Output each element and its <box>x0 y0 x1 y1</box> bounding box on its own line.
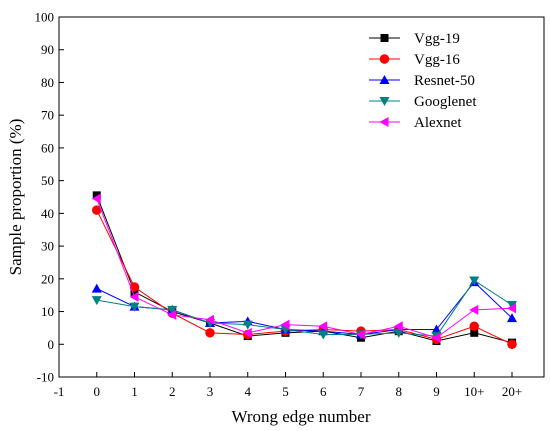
y-tick-label: 30 <box>41 239 54 254</box>
y-tick-label: 20 <box>41 271 54 286</box>
data-point-vgg-16 <box>507 339 517 350</box>
y-axis-title: Sample proportion (%) <box>6 119 25 276</box>
x-axis: -1 0 1 2 3 4 5 6 7 8 9 10+ 20+ <box>54 372 522 399</box>
x-tick-label: 10+ <box>464 384 484 399</box>
data-point-googlenet <box>129 302 140 312</box>
data-point-alexnet <box>431 332 441 343</box>
y-tick-label: 10 <box>41 304 54 319</box>
y-tick-label: -10 <box>37 370 54 385</box>
data-point-vgg-19 <box>92 191 101 200</box>
legend-label: Alexnet <box>414 115 462 131</box>
y-tick-label: 50 <box>41 173 54 188</box>
data-point-resnet-50 <box>91 283 102 293</box>
legend-label: Vgg-16 <box>414 52 460 68</box>
x-tick-label: 5 <box>282 384 289 399</box>
series-line-vgg-19 <box>96 195 513 344</box>
data-point-alexnet <box>167 309 177 320</box>
plot-frame <box>58 16 545 378</box>
data-point-resnet-50 <box>507 313 517 323</box>
data-point-alexnet <box>242 327 252 338</box>
y-tick-label: 40 <box>41 206 54 221</box>
y-tick-label: 100 <box>35 10 55 25</box>
series-line-alexnet <box>96 198 513 339</box>
data-point-alexnet <box>318 321 328 332</box>
legend-marker <box>379 97 390 106</box>
data-point-googlenet <box>167 305 178 315</box>
data-point-alexnet <box>356 329 365 340</box>
data-point-vgg-19 <box>470 328 479 337</box>
x-tick-label: 7 <box>358 384 365 399</box>
data-point-googlenet <box>393 328 404 338</box>
data-point-vgg-19 <box>130 287 139 296</box>
x-tick-label: 20+ <box>502 384 522 399</box>
data-point-alexnet <box>393 321 403 332</box>
x-tick-label: 3 <box>207 384 214 399</box>
data-point-alexnet <box>280 319 290 330</box>
data-point-googlenet <box>242 320 253 330</box>
x-tick-label: 1 <box>131 384 138 399</box>
legend-item-vgg-16: Vgg-16 <box>369 52 460 68</box>
legend-item-resnet-50: Resnet-50 <box>369 73 475 89</box>
legend-marker <box>379 54 390 64</box>
data-point-vgg-16 <box>205 328 215 338</box>
data-point-alexnet <box>205 314 214 325</box>
y-axis: -10 0 10 20 30 40 50 60 70 80 90 100 <box>35 10 64 385</box>
y-tick-label: 90 <box>41 42 54 57</box>
data-point-alexnet <box>507 303 516 314</box>
legend-label: Googlenet <box>414 94 477 110</box>
data-point-googlenet <box>469 276 480 286</box>
data-point-alexnet <box>91 193 101 204</box>
data-point-resnet-50 <box>431 324 442 334</box>
data-point-alexnet <box>129 291 139 302</box>
data-point-vgg-16 <box>469 321 479 332</box>
x-tick-label: 2 <box>169 384 176 399</box>
y-tick-label: 60 <box>41 140 54 155</box>
legend-marker <box>379 75 390 84</box>
series-alexnet <box>91 193 516 343</box>
legend-marker <box>380 34 389 42</box>
data-point-alexnet <box>469 304 479 315</box>
legend-label: Resnet-50 <box>414 73 475 89</box>
x-tick-label: 9 <box>433 384 440 399</box>
y-tick-label: 80 <box>41 75 54 90</box>
x-tick-label: -1 <box>54 384 65 399</box>
legend-item-googlenet: Googlenet <box>369 94 477 110</box>
series-resnet-50 <box>91 277 517 339</box>
series-line-vgg-16 <box>96 209 513 345</box>
x-tick-label: 4 <box>245 384 252 399</box>
y-tick-label: 0 <box>48 337 55 352</box>
legend-item-vgg-19: Vgg-19 <box>369 31 460 47</box>
legend-label: Vgg-19 <box>414 31 460 47</box>
x-tick-label: 0 <box>94 384 101 399</box>
y-tick-label: 70 <box>41 108 54 123</box>
legend-marker <box>379 117 389 127</box>
x-tick-label: 6 <box>320 384 327 399</box>
x-axis-title: Wrong edge number <box>231 407 370 426</box>
legend: Vgg-19 Vgg-16 Resnet-50 Googlenet Alexnet <box>369 31 477 131</box>
series-line-googlenet <box>96 279 513 337</box>
data-point-googlenet <box>91 296 102 306</box>
series-vgg-19 <box>92 191 516 347</box>
legend-item-alexnet: Alexnet <box>369 115 462 131</box>
series-layer <box>91 191 517 350</box>
data-point-googlenet <box>318 330 329 340</box>
series-vgg-16 <box>92 205 517 350</box>
x-tick-label: 8 <box>396 384 403 399</box>
data-point-vgg-16 <box>92 205 102 215</box>
